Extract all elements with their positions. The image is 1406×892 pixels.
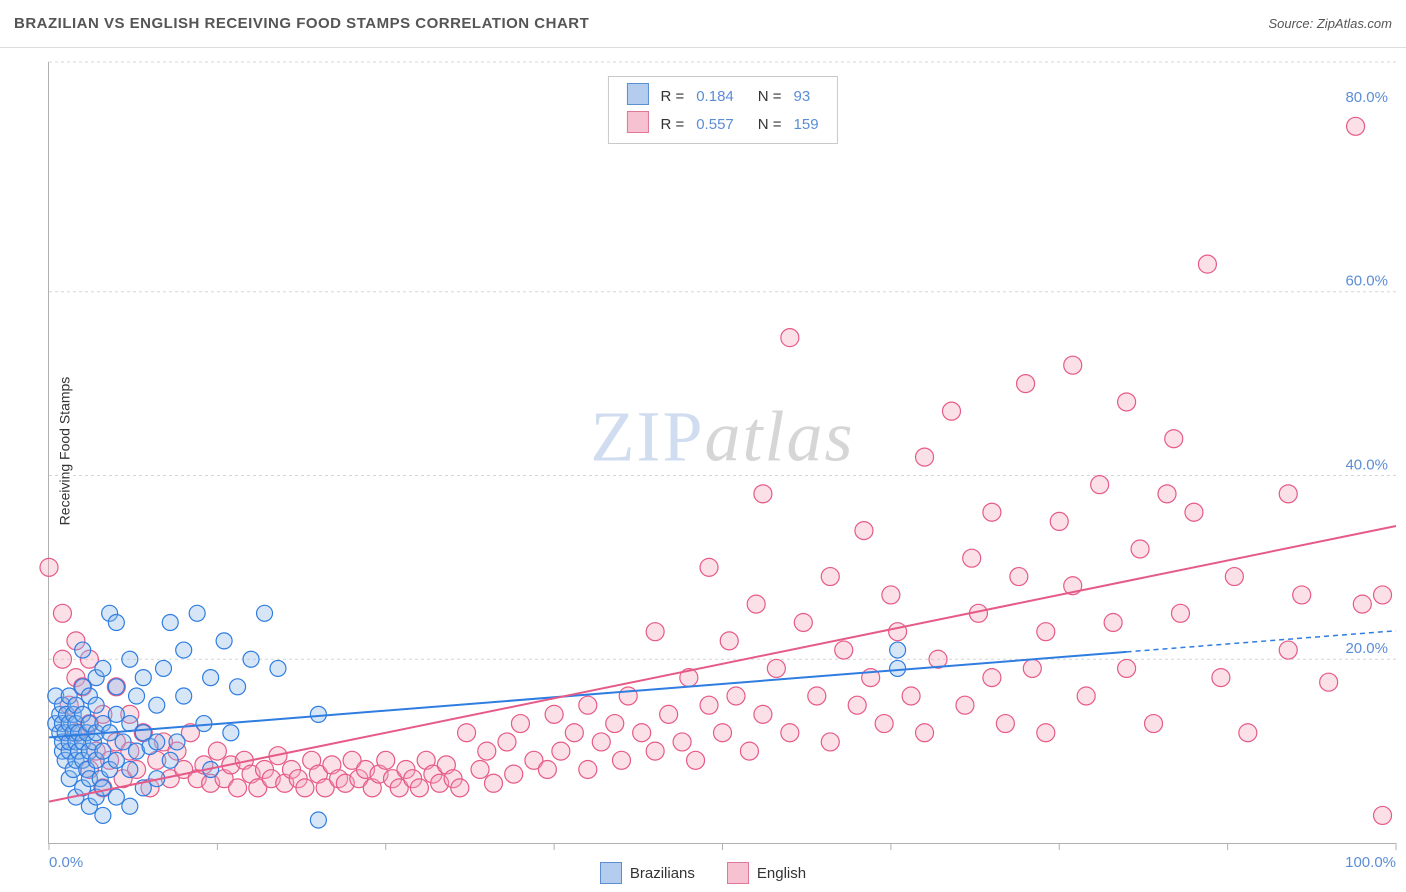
chart-header: BRAZILIAN VS ENGLISH RECEIVING FOOD STAM… — [0, 0, 1406, 48]
legend-label-brazilians: Brazilians — [630, 865, 695, 882]
stats-n-value-brazilians: 93 — [788, 82, 825, 110]
plot-area: 20.0%40.0%60.0%80.0%0.0%100.0% ZIPatlas … — [48, 62, 1396, 844]
chart-svg: 20.0%40.0%60.0%80.0%0.0%100.0% — [49, 62, 1396, 843]
chart-source: Source: ZipAtlas.com — [1268, 16, 1392, 31]
source-link[interactable]: ZipAtlas.com — [1317, 16, 1392, 31]
legend-label-english: English — [757, 865, 806, 882]
legend-item-brazilians: Brazilians — [600, 862, 695, 884]
stats-r-label: R = — [654, 110, 690, 138]
legend-item-english: English — [727, 862, 806, 884]
svg-text:60.0%: 60.0% — [1345, 273, 1388, 290]
source-prefix: Source: — [1268, 16, 1316, 31]
stats-swatch-brazilians — [626, 83, 648, 105]
stats-swatch-english — [626, 111, 648, 133]
stats-row-english: R = 0.557 N = 159 — [620, 110, 824, 138]
plot-container: Receiving Food Stamps 20.0%40.0%60.0%80.… — [0, 48, 1406, 854]
stats-r-label: R = — [654, 82, 690, 110]
svg-text:80.0%: 80.0% — [1345, 89, 1388, 106]
stats-n-label: N = — [752, 82, 788, 110]
svg-text:40.0%: 40.0% — [1345, 456, 1388, 473]
stats-n-value-english: 159 — [788, 110, 825, 138]
bottom-legend: Brazilians English — [0, 854, 1406, 892]
svg-text:20.0%: 20.0% — [1345, 640, 1388, 657]
legend-swatch-english — [727, 862, 749, 884]
chart-title: BRAZILIAN VS ENGLISH RECEIVING FOOD STAM… — [14, 15, 589, 32]
stats-n-label: N = — [752, 110, 788, 138]
stats-r-value-brazilians: 0.184 — [690, 82, 740, 110]
stats-r-value-english: 0.557 — [690, 110, 740, 138]
stats-row-brazilians: R = 0.184 N = 93 — [620, 82, 824, 110]
legend-swatch-brazilians — [600, 862, 622, 884]
correlation-stats-box: R = 0.184 N = 93 R = 0.557 N = 159 — [607, 76, 837, 144]
